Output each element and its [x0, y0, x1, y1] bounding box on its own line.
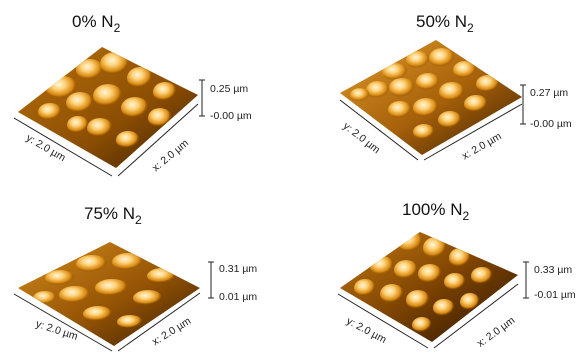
panel-title: 50% N2 [416, 12, 474, 35]
z-top-label: 0.25 µm [210, 83, 249, 95]
z-bottom-label: -0.01 µm [534, 289, 576, 301]
title-main: 0% N [72, 12, 114, 31]
surface-grains [354, 232, 493, 333]
panel-title: 100% N2 [402, 200, 470, 223]
surface-grains [33, 253, 177, 329]
afm-surface-plot [339, 40, 526, 161]
title-subscript: 2 [135, 213, 142, 227]
title-subscript: 2 [462, 209, 470, 223]
panel-title: 0% N2 [72, 12, 121, 35]
afm-surface-plot [13, 47, 205, 177]
z-top-label: 0.27 µm [530, 87, 569, 99]
afm-surface-plot [337, 232, 529, 349]
z-top-label: 0.33 µm [534, 264, 573, 276]
afm-panel-0pct: 0% N2 [0, 0, 290, 180]
afm-surface-plot [13, 242, 214, 352]
afm-panel-100pct: 100% N2 [290, 180, 577, 353]
title-subscript: 2 [113, 21, 121, 35]
z-bottom-label: -0.00 µm [530, 118, 572, 130]
afm-panel-50pct: 50% N2 [290, 0, 577, 180]
title-main: 50% N [416, 12, 468, 31]
title-subscript: 2 [467, 21, 474, 35]
title-main: 100% N [402, 200, 463, 219]
surface-grains [38, 52, 177, 149]
afm-panel-75pct: 75% N2 y: 2.0 µm x: [0, 180, 290, 353]
title-main: 75% N [84, 204, 136, 223]
z-bottom-label: 0.01 µm [219, 291, 258, 303]
z-bottom-label: -0.00 µm [210, 110, 252, 122]
panel-title: 75% N2 [84, 204, 142, 227]
z-top-label: 0.31 µm [219, 263, 258, 275]
surface-grains [350, 48, 500, 140]
